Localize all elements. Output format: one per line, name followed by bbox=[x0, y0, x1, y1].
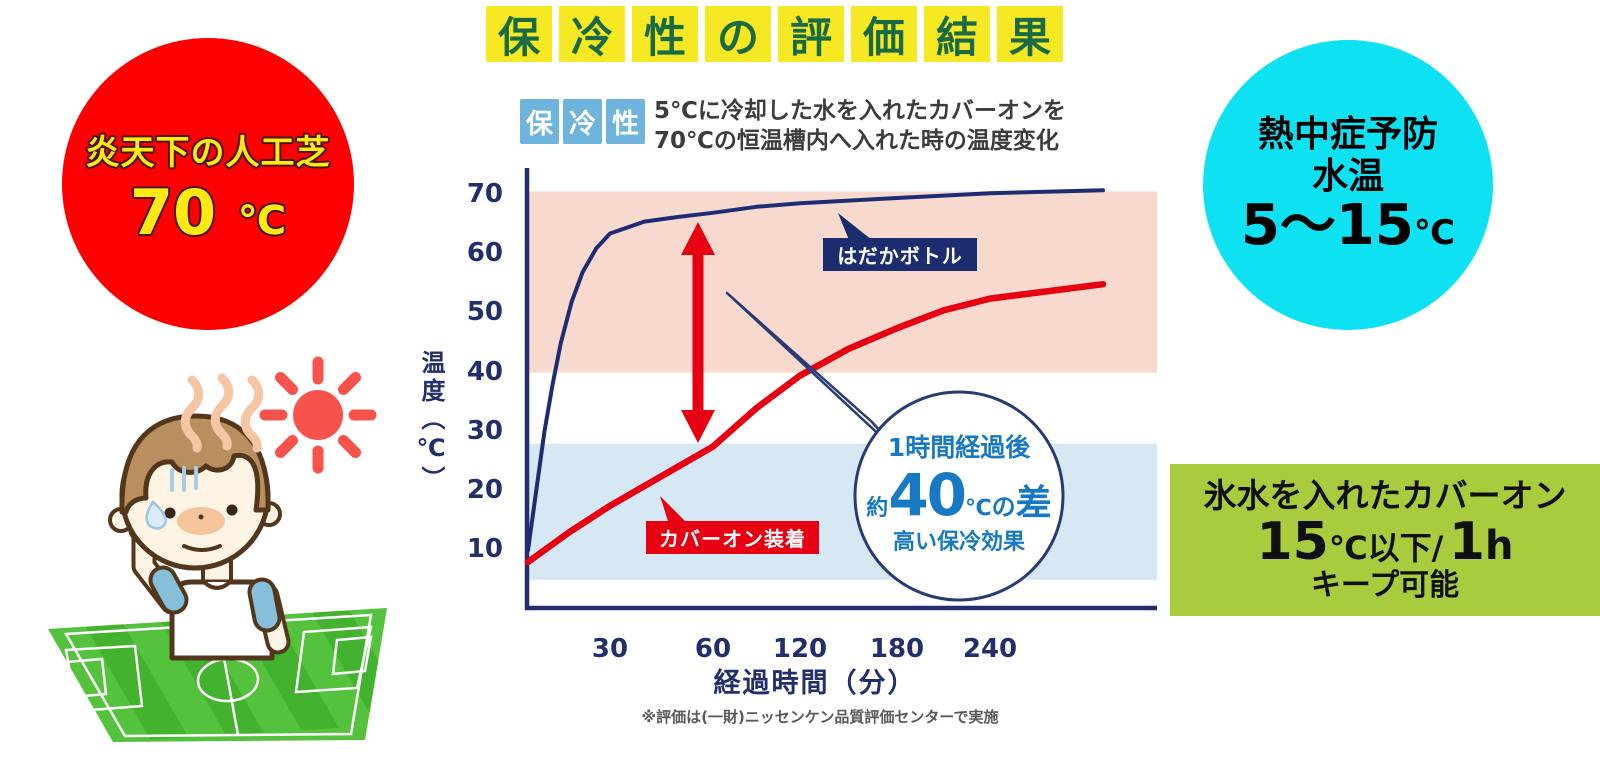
x-tick-label: 240 bbox=[962, 634, 1018, 664]
chart-axes bbox=[524, 168, 1157, 611]
title-char-tile: 結 bbox=[924, 6, 990, 62]
title-char-tile: 保 bbox=[486, 6, 552, 62]
curve-cover-on bbox=[524, 280, 1107, 566]
title-char-tile: 冷 bbox=[559, 6, 625, 62]
y-tick-label: 20 bbox=[466, 475, 503, 505]
series-label-cover-on: カバーオン装着 bbox=[646, 521, 819, 554]
callout-line3: 高い保冷効果 bbox=[892, 530, 1025, 556]
turf-temp-value: 70 bbox=[129, 175, 217, 249]
banner-line1: 氷水を入れたカバーオン bbox=[1203, 475, 1567, 515]
water-temp-range: 5～15℃ bbox=[1241, 196, 1456, 256]
banner-line3: キープ可能 bbox=[1310, 567, 1460, 603]
banner-cond: ℃以下 bbox=[1328, 528, 1432, 567]
curve-naked-bottle bbox=[526, 188, 1105, 553]
banner-hours: 1 bbox=[1448, 511, 1486, 572]
y-tick-label: 30 bbox=[466, 415, 503, 446]
badge-turf-temp: 70 ℃ bbox=[130, 181, 287, 244]
banner-slash: / bbox=[1431, 528, 1444, 567]
sun-icon bbox=[259, 356, 377, 474]
tag-char-tile: 冷 bbox=[563, 99, 602, 144]
y-tick-label: 10 bbox=[466, 534, 503, 565]
tag-char-tile: 性 bbox=[606, 99, 645, 144]
title-char-tile: 果 bbox=[997, 6, 1063, 62]
x-tick-label: 180 bbox=[869, 634, 925, 664]
title-char-tile: 性 bbox=[632, 6, 698, 62]
x-axis-title: 経過時間（分） bbox=[713, 668, 917, 699]
title-char-tile: 価 bbox=[851, 6, 917, 62]
series-label-pointers bbox=[660, 213, 872, 524]
tag-char-tile: 保 bbox=[520, 99, 559, 144]
page-title: 保 冷 性 の 評 価 結 果 bbox=[486, 6, 1063, 62]
callout-balloon bbox=[725, 291, 1065, 602]
callout-line1: 1時間経過後 bbox=[887, 433, 1031, 462]
illustration-hot-field bbox=[48, 356, 387, 742]
banner-hour-unit: h bbox=[1485, 522, 1514, 569]
chart-description: 5℃に冷却した水を入れたカバーオンを 70℃の恒温槽内へ入れた時の温度変化 bbox=[654, 96, 1066, 156]
title-char-tile: の bbox=[705, 6, 771, 62]
hair bbox=[119, 413, 271, 515]
series-label-naked-bottle: はだかボトル bbox=[823, 238, 977, 271]
chart-curves bbox=[524, 188, 1107, 566]
x-tick-label: 120 bbox=[772, 634, 828, 664]
difference-callout: 1時間経過後 約40℃の差 高い保冷効果 bbox=[866, 434, 1052, 555]
turf-temp-unit: ℃ bbox=[237, 197, 287, 244]
callout-diff: 差 bbox=[1015, 482, 1052, 524]
difference-arrow bbox=[681, 222, 715, 443]
x-tick-label: 60 bbox=[694, 634, 732, 664]
callout-line2: 約40℃の差 bbox=[866, 460, 1052, 529]
water-temp-caption: 水温 bbox=[1311, 155, 1384, 197]
y-axis-title: 温度（℃） bbox=[417, 350, 445, 494]
water-temp-unit: ℃ bbox=[1413, 212, 1456, 253]
evaluation-note: ※評価は(一財)ニッセンケン品質評価センターで実施 bbox=[641, 708, 999, 726]
water-temp-value: 5～15 bbox=[1240, 192, 1414, 258]
banner-line2: 15℃以下/ 1h bbox=[1256, 511, 1514, 572]
y-tick-label: 40 bbox=[466, 356, 503, 387]
heat-waves-icon bbox=[180, 373, 264, 453]
title-char-tile: 評 bbox=[778, 6, 844, 62]
callout-degree: ℃ bbox=[965, 495, 992, 521]
callout-value: 40 bbox=[888, 460, 967, 529]
banner-temp: 15 bbox=[1256, 511, 1329, 572]
callout-particle: の bbox=[991, 492, 1016, 521]
sweat-drop-icon bbox=[145, 500, 167, 530]
chart-description-line1: 5℃に冷却した水を入れたカバーオンを bbox=[654, 98, 1066, 124]
callout-approx: 約 bbox=[866, 495, 889, 521]
badge-turf-caption: 炎天下の人工芝 bbox=[85, 132, 331, 173]
cooling-performance-tag: 保 冷 性 bbox=[520, 99, 645, 144]
chart-description-line2: 70℃の恒温槽内へ入れた時の温度変化 bbox=[654, 128, 1059, 154]
y-tick-label: 50 bbox=[466, 297, 503, 328]
x-tick-label: 30 bbox=[591, 634, 629, 664]
temperature-line-chart bbox=[524, 168, 1157, 611]
boy-figure bbox=[108, 413, 291, 661]
heatstroke-caption: 熱中症予防 bbox=[1257, 114, 1438, 156]
badge-heatstroke-prevention: 熱中症予防 水温 5～15℃ bbox=[1203, 40, 1493, 330]
ice-water-keep-banner: 氷水を入れたカバーオン 15℃以下/ 1h キープ可能 bbox=[1170, 464, 1600, 616]
badge-artificial-turf-temp: 炎天下の人工芝 70 ℃ bbox=[62, 38, 354, 330]
sweat-streaks bbox=[170, 466, 198, 492]
y-tick-label: 70 bbox=[466, 179, 503, 209]
y-tick-label: 60 bbox=[466, 238, 503, 269]
